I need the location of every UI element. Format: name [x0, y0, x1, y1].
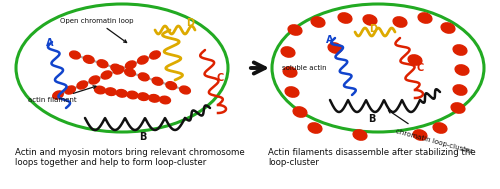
- Ellipse shape: [451, 103, 465, 113]
- Ellipse shape: [418, 13, 432, 23]
- Text: A: A: [46, 38, 54, 48]
- Ellipse shape: [408, 55, 422, 65]
- Ellipse shape: [166, 82, 176, 90]
- Ellipse shape: [116, 90, 127, 97]
- Text: soluble actin: soluble actin: [282, 65, 327, 71]
- Ellipse shape: [84, 55, 94, 63]
- Ellipse shape: [283, 67, 297, 77]
- Ellipse shape: [288, 25, 302, 35]
- Ellipse shape: [293, 107, 307, 117]
- Ellipse shape: [101, 71, 112, 79]
- Ellipse shape: [152, 77, 163, 85]
- Ellipse shape: [353, 130, 367, 140]
- Ellipse shape: [393, 17, 407, 27]
- Text: Open chromatin loop: Open chromatin loop: [60, 18, 134, 43]
- Text: B: B: [140, 132, 146, 142]
- Ellipse shape: [138, 73, 149, 81]
- Ellipse shape: [111, 64, 122, 72]
- Text: C: C: [216, 73, 224, 83]
- Ellipse shape: [160, 96, 170, 104]
- Ellipse shape: [97, 60, 108, 68]
- Ellipse shape: [148, 94, 160, 102]
- Ellipse shape: [453, 85, 467, 95]
- Ellipse shape: [308, 123, 322, 133]
- Ellipse shape: [441, 23, 455, 33]
- Ellipse shape: [94, 86, 106, 94]
- Text: actin filament: actin filament: [28, 86, 96, 103]
- Text: D: D: [369, 24, 377, 34]
- Text: A: A: [326, 35, 334, 45]
- Ellipse shape: [70, 51, 80, 59]
- Ellipse shape: [138, 56, 148, 64]
- Text: D: D: [186, 18, 194, 28]
- Ellipse shape: [328, 43, 342, 53]
- Ellipse shape: [338, 13, 352, 23]
- Ellipse shape: [150, 51, 160, 59]
- Ellipse shape: [363, 15, 377, 25]
- Ellipse shape: [138, 93, 149, 101]
- Text: chromatin loop-cluster: chromatin loop-cluster: [388, 110, 473, 154]
- Text: B: B: [368, 114, 376, 124]
- Ellipse shape: [89, 76, 100, 84]
- Ellipse shape: [453, 45, 467, 55]
- Ellipse shape: [65, 86, 76, 94]
- Ellipse shape: [77, 81, 88, 89]
- Ellipse shape: [281, 47, 295, 57]
- Ellipse shape: [311, 17, 325, 27]
- Ellipse shape: [126, 61, 136, 69]
- Ellipse shape: [455, 65, 469, 75]
- Text: Actin filaments disassemble after stabilizing the
loop-cluster: Actin filaments disassemble after stabil…: [268, 148, 476, 167]
- Text: C: C: [416, 63, 424, 73]
- Ellipse shape: [127, 91, 138, 99]
- Ellipse shape: [285, 87, 299, 97]
- Ellipse shape: [106, 88, 117, 95]
- Ellipse shape: [124, 69, 136, 76]
- Text: Actin and myosin motors bring relevant chromosome
loops together and help to for: Actin and myosin motors bring relevant c…: [15, 148, 245, 167]
- Ellipse shape: [413, 130, 427, 140]
- Ellipse shape: [433, 123, 447, 133]
- Ellipse shape: [52, 91, 64, 99]
- Ellipse shape: [114, 66, 124, 74]
- Ellipse shape: [180, 86, 190, 94]
